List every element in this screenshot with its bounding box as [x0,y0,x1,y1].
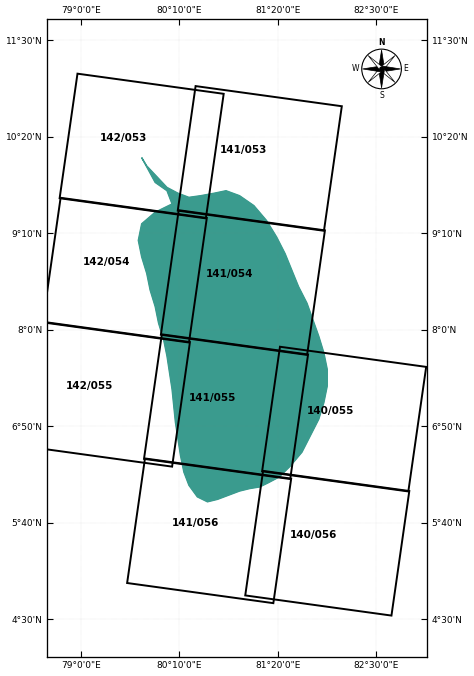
Text: 141/056: 141/056 [172,518,219,527]
Polygon shape [379,69,384,88]
Text: 140/056: 140/056 [290,530,337,540]
Text: 141/055: 141/055 [189,393,236,404]
Polygon shape [379,50,384,69]
Polygon shape [382,66,401,72]
Polygon shape [138,158,327,502]
Text: 141/054: 141/054 [206,269,253,279]
Text: 142/053: 142/053 [100,132,147,143]
Text: 141/053: 141/053 [220,145,267,155]
Text: S: S [379,91,384,100]
Polygon shape [363,66,382,72]
Text: 142/055: 142/055 [66,381,113,391]
Text: E: E [403,64,408,74]
Text: 140/055: 140/055 [307,406,355,416]
Text: W: W [352,64,360,74]
Polygon shape [368,55,383,70]
Text: N: N [378,39,385,47]
Polygon shape [380,68,395,82]
Polygon shape [368,68,383,82]
Circle shape [380,67,383,71]
Polygon shape [380,55,395,70]
Text: 142/054: 142/054 [82,257,130,267]
